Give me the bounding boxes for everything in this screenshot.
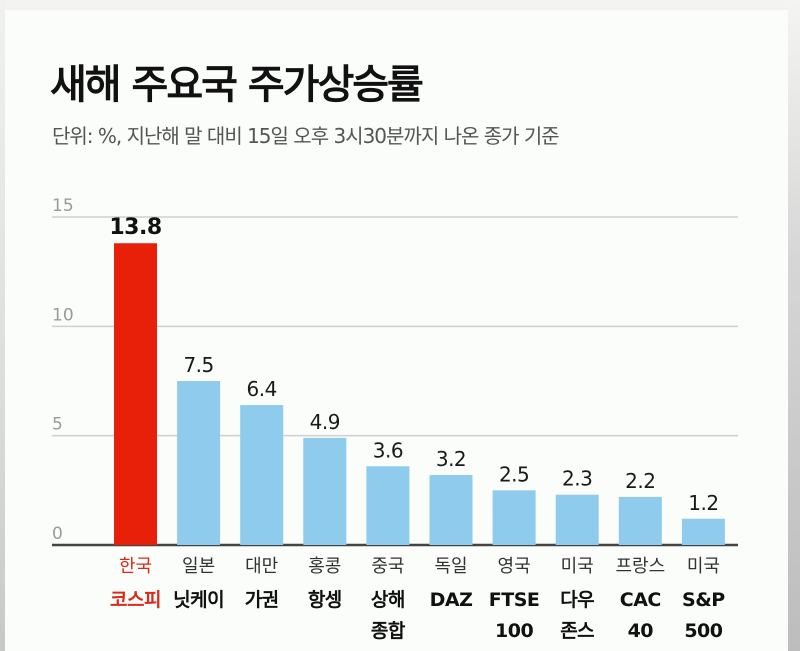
bars [114, 243, 725, 546]
bar-4 [366, 466, 410, 545]
bar-0 [114, 243, 157, 546]
value-label-9: 1.2 [688, 491, 718, 515]
value-label-3: 4.9 [310, 410, 340, 434]
x-label-index-4-1: 종합 [371, 620, 406, 642]
x-label-country-0: 한국 [119, 556, 152, 577]
bar-8 [618, 496, 662, 545]
x-label-country-3: 홍콩 [308, 556, 341, 577]
y-tick-label: 0 [52, 524, 63, 544]
bar-5 [429, 475, 473, 545]
x-label-country-8: 프랑스 [615, 556, 665, 577]
y-tick-label: 10 [52, 305, 74, 325]
x-label-index-4-0: 상해 [371, 589, 405, 611]
value-labels: 13.8 7.5 6.4 4.9 3.6 3.2 2.5 2.3 2.2 1.2 [109, 215, 719, 515]
bar-1 [177, 381, 221, 545]
value-label-7: 2.3 [562, 467, 592, 491]
bar-7 [555, 494, 599, 545]
value-label-6: 2.5 [499, 462, 529, 486]
bar-2 [240, 405, 284, 545]
x-label-index-6-0: FTSE [489, 589, 540, 611]
chart-subtitle: 단위: %, 지난해 말 대비 15일 오후 3시30분까지 나온 종가 기준 [52, 124, 560, 148]
x-label-country-7: 미국 [561, 556, 594, 577]
x-label-country-9: 미국 [687, 556, 720, 577]
y-tick-label: 5 [52, 415, 63, 435]
x-label-index-7-0: 다우 [560, 589, 594, 611]
left-edge-shade [0, 0, 5, 651]
x-label-index-9-0: S&P [682, 589, 725, 611]
bar-6 [492, 490, 536, 545]
y-tick-label: 15 [52, 196, 74, 216]
value-label-0: 13.8 [109, 215, 161, 240]
x-label-index-8-1: 40 [628, 620, 654, 642]
x-label-index-7-1: 존스 [560, 620, 594, 642]
gridlines: 0 5 10 15 [52, 196, 738, 547]
value-label-4: 3.6 [373, 438, 403, 462]
right-edge-shade [788, 0, 800, 651]
value-label-8: 2.2 [625, 469, 655, 493]
x-label-country-2: 대만 [245, 556, 278, 577]
x-label-index-9-1: 500 [684, 620, 722, 642]
x-label-country-1: 일본 [182, 556, 215, 577]
x-label-index-6-1: 100 [495, 620, 533, 642]
bar-9 [681, 518, 725, 545]
value-label-1: 7.5 [183, 353, 213, 377]
x-label-index-5-0: DAZ [430, 589, 473, 611]
x-label-index-1-0: 닛케이 [173, 589, 224, 611]
value-label-2: 6.4 [247, 377, 277, 401]
x-label-country-4: 중국 [371, 556, 404, 577]
x-label-country-5: 독일 [434, 556, 467, 577]
x-label-index-3-0: 항셍 [308, 589, 342, 611]
x-label-index-2-0: 가권 [245, 589, 279, 611]
value-label-5: 3.2 [436, 447, 466, 471]
chart-title: 새해 주요국 주가상승률 [50, 62, 424, 108]
x-label-country-6: 영국 [498, 556, 531, 577]
x-label-index-0-0: 코스피 [110, 589, 161, 611]
bar-3 [303, 437, 347, 545]
x-label-index-8-0: CAC [620, 589, 661, 611]
